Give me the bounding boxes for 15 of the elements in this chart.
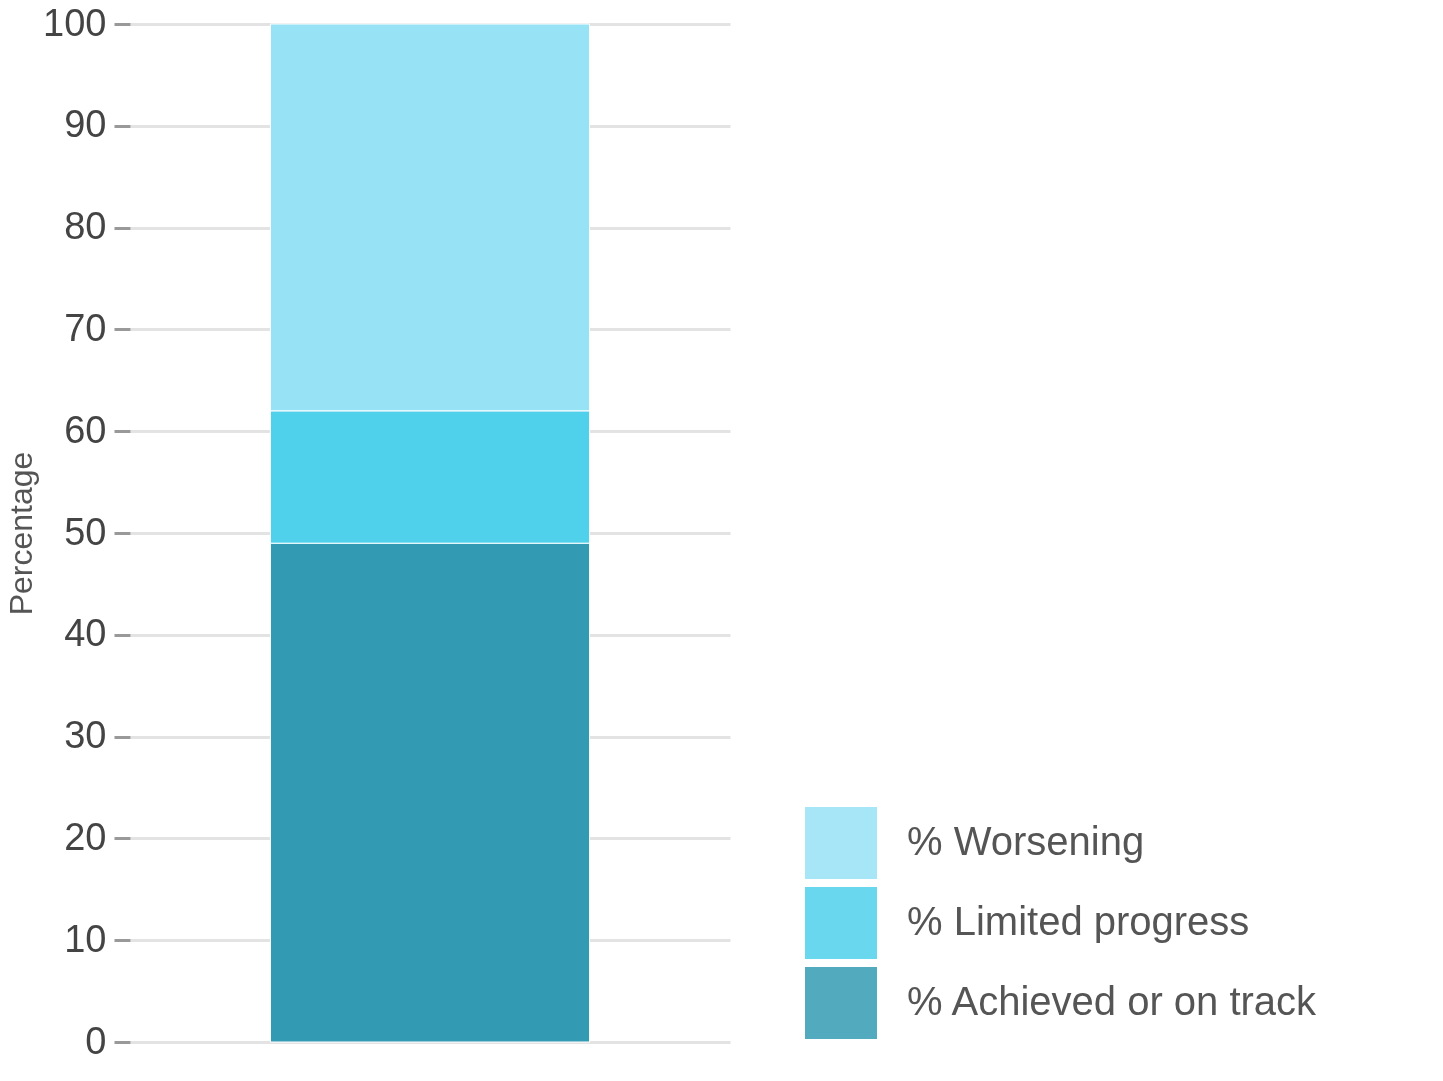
y-tick-label: 90 xyxy=(64,103,107,146)
y-tick-label: 30 xyxy=(64,714,107,757)
y-tick-label: 60 xyxy=(64,408,107,451)
legend-label: % Limited progress xyxy=(907,899,1250,943)
y-tick-label: 70 xyxy=(64,306,107,349)
y-tick-label: 10 xyxy=(64,917,107,960)
y-tick-label: 50 xyxy=(64,510,107,553)
y-tick-label: 20 xyxy=(64,815,107,858)
y-axis-title: Percentage xyxy=(3,451,40,616)
legend-label: % Worsening xyxy=(907,819,1145,863)
y-tick-label: 40 xyxy=(64,612,107,655)
y-tick-label: 100 xyxy=(43,1,107,44)
legend-label: % Achieved or on track xyxy=(907,979,1318,1023)
y-tick-label: 80 xyxy=(64,205,107,248)
y-tick-label: 0 xyxy=(85,1019,107,1062)
